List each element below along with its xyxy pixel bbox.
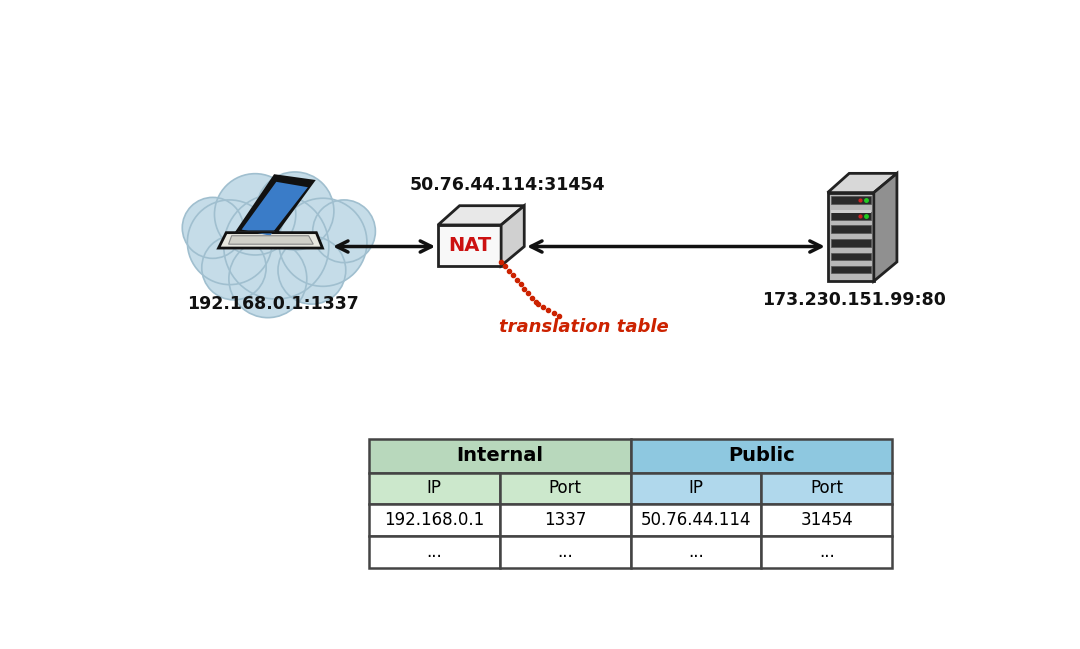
- Polygon shape: [237, 176, 313, 240]
- Polygon shape: [229, 236, 313, 244]
- Polygon shape: [438, 206, 524, 225]
- Text: Internal: Internal: [456, 447, 543, 465]
- FancyBboxPatch shape: [500, 504, 631, 536]
- Text: IP: IP: [427, 480, 442, 497]
- FancyBboxPatch shape: [831, 197, 870, 204]
- FancyBboxPatch shape: [831, 239, 870, 247]
- FancyBboxPatch shape: [761, 504, 892, 536]
- Text: translation table: translation table: [499, 319, 670, 336]
- FancyBboxPatch shape: [831, 225, 870, 232]
- Polygon shape: [874, 173, 896, 281]
- Text: Port: Port: [549, 480, 581, 497]
- Text: 50.76.44.114:31454: 50.76.44.114:31454: [409, 176, 605, 194]
- Text: 50.76.44.114: 50.76.44.114: [640, 511, 752, 529]
- Circle shape: [279, 198, 367, 286]
- Polygon shape: [501, 206, 524, 265]
- Circle shape: [215, 174, 296, 255]
- Text: ...: ...: [557, 543, 572, 561]
- Text: 192.168.0.1:1337: 192.168.0.1:1337: [187, 295, 359, 313]
- FancyBboxPatch shape: [500, 473, 631, 504]
- FancyBboxPatch shape: [831, 252, 870, 260]
- Circle shape: [187, 200, 272, 285]
- Circle shape: [224, 194, 328, 299]
- FancyBboxPatch shape: [500, 536, 631, 569]
- Text: Port: Port: [810, 480, 843, 497]
- Text: ...: ...: [427, 543, 442, 561]
- Text: ...: ...: [688, 543, 704, 561]
- FancyBboxPatch shape: [368, 536, 500, 569]
- Polygon shape: [438, 225, 501, 265]
- FancyBboxPatch shape: [368, 439, 631, 473]
- Polygon shape: [827, 193, 874, 281]
- FancyBboxPatch shape: [368, 504, 500, 536]
- FancyBboxPatch shape: [631, 504, 761, 536]
- Polygon shape: [218, 232, 323, 248]
- Circle shape: [278, 236, 346, 304]
- Circle shape: [229, 239, 307, 317]
- FancyBboxPatch shape: [368, 473, 500, 504]
- FancyBboxPatch shape: [631, 473, 761, 504]
- Polygon shape: [242, 182, 308, 236]
- Polygon shape: [237, 231, 280, 232]
- Text: ...: ...: [819, 543, 835, 561]
- Text: 31454: 31454: [800, 511, 853, 529]
- Polygon shape: [827, 173, 896, 193]
- Circle shape: [202, 236, 266, 300]
- Text: 1337: 1337: [544, 511, 586, 529]
- FancyBboxPatch shape: [761, 473, 892, 504]
- Text: IP: IP: [688, 480, 703, 497]
- Circle shape: [313, 200, 376, 263]
- FancyBboxPatch shape: [831, 265, 870, 273]
- Circle shape: [256, 172, 334, 250]
- FancyBboxPatch shape: [761, 536, 892, 569]
- Text: Public: Public: [728, 447, 795, 465]
- FancyBboxPatch shape: [831, 212, 870, 219]
- Text: 173.230.151.99:80: 173.230.151.99:80: [761, 291, 946, 310]
- FancyBboxPatch shape: [831, 210, 870, 213]
- FancyBboxPatch shape: [631, 439, 892, 473]
- Text: 192.168.0.1: 192.168.0.1: [384, 511, 484, 529]
- Circle shape: [183, 197, 243, 258]
- FancyBboxPatch shape: [631, 536, 761, 569]
- Text: NAT: NAT: [448, 236, 491, 255]
